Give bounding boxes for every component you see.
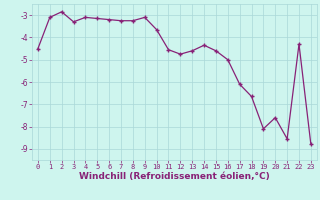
- X-axis label: Windchill (Refroidissement éolien,°C): Windchill (Refroidissement éolien,°C): [79, 172, 270, 181]
